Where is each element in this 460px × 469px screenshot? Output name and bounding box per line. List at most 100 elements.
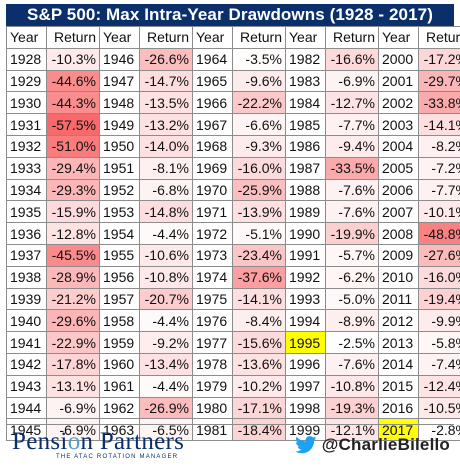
- return-cell: -15.6%: [232, 331, 286, 354]
- drawdown-table: Year Return Year Return Year Return Year…: [6, 26, 460, 442]
- brand-name: Pension Partners: [12, 429, 184, 455]
- return-cell: -7.7%: [325, 113, 379, 136]
- twitter-handle-group: @CharlieBilello: [294, 435, 450, 455]
- year-cell: 1933: [6, 156, 47, 180]
- return-cell: -13.5%: [139, 91, 193, 115]
- year-cell: 1995: [285, 331, 326, 354]
- return-cell: -9.2%: [139, 331, 193, 354]
- year-cell: 1955: [99, 243, 140, 267]
- year-cell: 1992: [285, 265, 326, 289]
- year-cell: 1997: [285, 374, 326, 398]
- year-cell: 1940: [6, 309, 47, 333]
- year-cell: 2000: [378, 47, 419, 71]
- table-row: 1944 -6.9% 1962 -26.9% 1980 -17.1% 1998 -19.3% 2…: [6, 396, 460, 420]
- year-cell: 2005: [378, 156, 419, 180]
- year-cell: 1929: [6, 69, 47, 93]
- table-row: 1943 -13.1% 1961 -4.4% 1979 -10.2% 1997 -10.8% 2…: [6, 374, 460, 398]
- year-cell: 1956: [99, 265, 140, 289]
- year-cell: 1994: [285, 309, 326, 333]
- return-cell: -22.9%: [46, 331, 100, 354]
- year-cell: 1966: [192, 91, 233, 115]
- header-return: Return: [232, 26, 286, 49]
- return-cell: -14.7%: [139, 69, 193, 93]
- year-cell: 1930: [6, 91, 47, 115]
- return-cell: -21.2%: [46, 287, 100, 311]
- return-cell: -6.8%: [139, 178, 193, 202]
- brand-tagline: THE ATAC ROTATION MANAGER: [56, 454, 179, 460]
- return-cell: -45.5%: [46, 243, 100, 267]
- return-cell: -13.4%: [139, 352, 193, 376]
- return-cell: -13.2%: [139, 113, 193, 136]
- return-cell: -26.6%: [139, 47, 193, 71]
- header-year: Year: [192, 26, 233, 49]
- year-cell: 1984: [285, 91, 326, 115]
- return-cell: -28.9%: [46, 265, 100, 289]
- table-row: 1935 -15.9% 1953 -14.8% 1971 -13.9% 1989 -7.6% 2…: [6, 200, 460, 224]
- year-cell: 2009: [378, 243, 419, 267]
- table-row: 1930 -44.3% 1948 -13.5% 1966 -22.2% 1984 -12.7%…: [6, 91, 460, 115]
- return-cell: -7.6%: [325, 352, 379, 376]
- return-cell: -6.9%: [46, 396, 100, 420]
- table-row: 1933 -29.4% 1951 -8.1% 1969 -16.0% 1987 -33.5% 2…: [6, 156, 460, 180]
- table-row: 1928 -10.3% 1946 -26.6% 1964 -3.5% 1982 -16.6% 2…: [6, 47, 460, 71]
- year-cell: 1977: [192, 331, 233, 354]
- year-cell: 1931: [6, 113, 47, 136]
- year-cell: 1943: [6, 374, 47, 398]
- year-cell: 2004: [378, 134, 419, 158]
- table-row: 1936 -12.8% 1954 -4.4% 1972 -5.1% 1990 -19.9% 20…: [6, 222, 460, 245]
- year-cell: 1944: [6, 396, 47, 420]
- year-cell: 1969: [192, 156, 233, 180]
- return-cell: -10.1%: [418, 200, 460, 224]
- table-row: 1931 -57.5% 1949 -13.2% 1967 -6.6% 1985 -7.7% 20…: [6, 113, 460, 136]
- year-cell: 1990: [285, 222, 326, 245]
- return-cell: -8.2%: [418, 134, 460, 158]
- return-cell: -10.3%: [46, 47, 100, 71]
- footer: Pension Partners THE ATAC ROTATION MANAG…: [6, 424, 454, 465]
- return-cell: -7.7%: [418, 178, 460, 202]
- year-cell: 1934: [6, 178, 47, 202]
- table-row: 1940 -29.6% 1958 -4.4% 1976 -8.4% 1994 -8.9% 201…: [6, 309, 460, 333]
- year-cell: 1960: [99, 352, 140, 376]
- header-return: Return: [418, 26, 460, 49]
- return-cell: -20.7%: [139, 287, 193, 311]
- return-cell: -22.2%: [232, 91, 286, 115]
- year-cell: 1996: [285, 352, 326, 376]
- table-row: 1941 -22.9% 1959 -9.2% 1977 -15.6% 1995 -2.5% 20…: [6, 331, 460, 354]
- return-cell: -3.5%: [232, 47, 286, 71]
- return-cell: -29.4%: [46, 156, 100, 180]
- year-cell: 1979: [192, 374, 233, 398]
- return-cell: -19.9%: [325, 222, 379, 245]
- year-cell: 1975: [192, 287, 233, 311]
- pension-partners-logo: Pension Partners THE ATAC ROTATION MANAG…: [12, 429, 184, 461]
- year-cell: 1954: [99, 222, 140, 245]
- return-cell: -23.4%: [232, 243, 286, 267]
- return-cell: -6.6%: [232, 113, 286, 136]
- table-row: 1937 -45.5% 1955 -10.6% 1973 -23.4% 1991 -5.7% 2…: [6, 243, 460, 267]
- return-cell: -25.9%: [232, 178, 286, 202]
- return-cell: -17.1%: [232, 396, 286, 420]
- return-cell: -16.0%: [418, 265, 460, 289]
- return-cell: -7.6%: [325, 200, 379, 224]
- return-cell: -9.6%: [232, 69, 286, 93]
- year-cell: 1953: [99, 200, 140, 224]
- return-cell: -9.3%: [232, 134, 286, 158]
- year-cell: 1959: [99, 331, 140, 354]
- year-cell: 1964: [192, 47, 233, 71]
- year-cell: 1998: [285, 396, 326, 420]
- year-cell: 1947: [99, 69, 140, 93]
- return-cell: -13.1%: [46, 374, 100, 398]
- return-cell: -9.4%: [325, 134, 379, 158]
- return-cell: -10.6%: [139, 243, 193, 267]
- return-cell: -29.7%: [418, 69, 460, 93]
- return-cell: -17.8%: [46, 352, 100, 376]
- twitter-handle[interactable]: @CharlieBilello: [321, 435, 450, 454]
- return-cell: -29.3%: [46, 178, 100, 202]
- return-cell: -9.9%: [418, 309, 460, 333]
- table-row: 1938 -28.9% 1956 -10.8% 1974 -37.6% 1992 -6.2% 2…: [6, 265, 460, 289]
- return-cell: -4.4%: [139, 309, 193, 333]
- year-cell: 1988: [285, 178, 326, 202]
- table-row: 1939 -21.2% 1957 -20.7% 1975 -14.1% 1993 -5.0% 2…: [6, 287, 460, 311]
- year-cell: 1949: [99, 113, 140, 136]
- return-cell: -17.2%: [418, 47, 460, 71]
- brand-name-o: o: [67, 428, 81, 455]
